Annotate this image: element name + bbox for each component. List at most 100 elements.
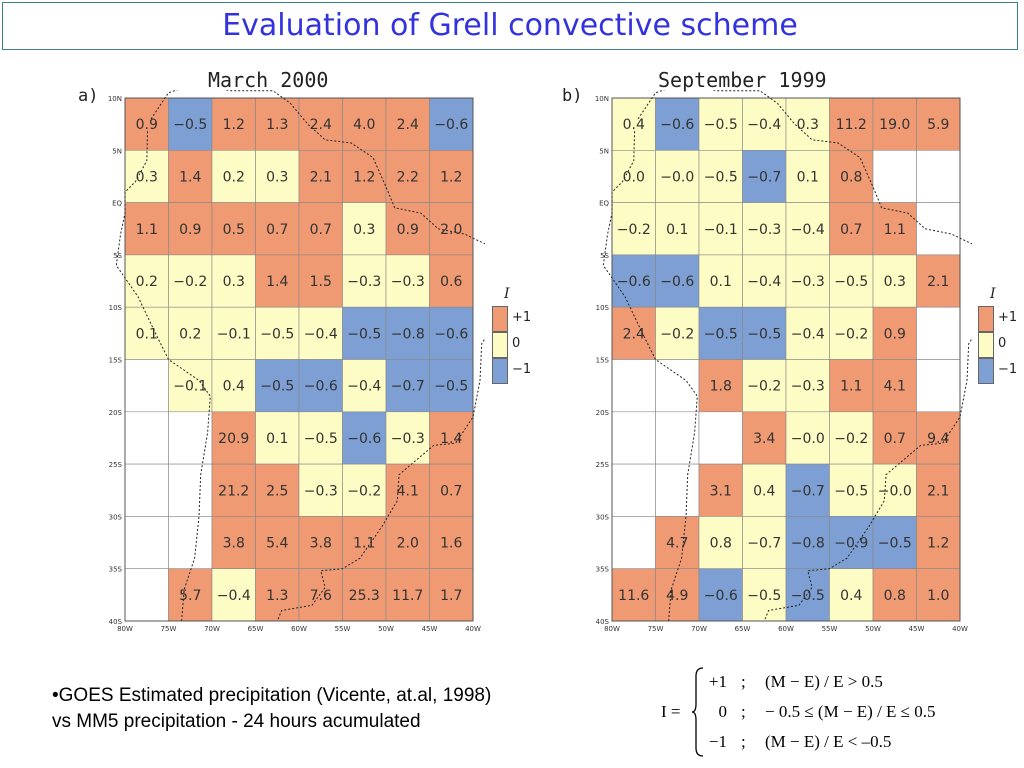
cell-value: 1.4 (266, 274, 288, 290)
heatmap-cell (872, 411, 917, 465)
heatmap-cell (255, 568, 300, 622)
cell-value: −0.6 (704, 588, 738, 604)
legend-a: I +1 0 −1 (480, 286, 540, 386)
cell-value: 1.0 (927, 588, 949, 604)
heatmap-cell (124, 254, 169, 308)
cell-value: −0.6 (660, 274, 694, 290)
map-frame (124, 97, 474, 622)
cell-value: −0.5 (304, 431, 338, 447)
cell-value: −0.5 (747, 326, 781, 342)
cell-value: 1.4 (440, 431, 462, 447)
heatmap-cell (211, 306, 256, 360)
heatmap-cell (872, 254, 917, 308)
legend-title: I (504, 286, 510, 302)
cell-value: 0.6 (440, 274, 462, 290)
panel-b-title: September 1999 (658, 68, 827, 92)
heatmap-march-2000: 0.9 −0.5 1.2 1.3 2.4 4.0 2.4 −0.6 0.3 1.4 0.2 0.3 2.… (108, 90, 485, 633)
cell-value: −0.2 (660, 326, 694, 342)
cell-value: 2.0 (397, 536, 419, 552)
y-tick-label: 5S (600, 252, 609, 260)
legend-label: 0 (998, 336, 1007, 351)
y-tick-label: 35S (109, 566, 123, 574)
cell-value: 0.3 (136, 169, 158, 185)
legend-label: 0 (512, 336, 521, 351)
heatmap-cell (211, 516, 256, 569)
heatmap-cell (211, 149, 256, 203)
cell-value: −0.4 (747, 274, 781, 290)
cell-value: −0.2 (747, 379, 781, 395)
x-tick-label: 70W (691, 625, 707, 633)
heatmap-cell (168, 411, 213, 465)
heatmap-cell (916, 359, 961, 413)
heatmap-cell (168, 202, 213, 256)
cell-value: 1.1 (136, 222, 158, 238)
heatmap-cell (742, 254, 787, 308)
cell-value: −0.7 (747, 169, 781, 185)
caption-line-2: vs MM5 precipitation - 24 hours acumulat… (52, 711, 421, 732)
cell-value: −0.5 (434, 379, 468, 395)
x-tick-label: 80W (604, 625, 620, 633)
cell-value: −0.3 (747, 222, 781, 238)
cell-value: 2.4 (397, 117, 419, 133)
heatmap-cell (785, 254, 830, 308)
cell-value: 4.0 (353, 117, 375, 133)
panel-a-letter: a) (78, 86, 99, 106)
heatmap-cell (211, 359, 256, 413)
title-box: Evaluation of Grell convective scheme (2, 2, 1018, 50)
cell-value: 0.8 (840, 169, 862, 185)
legend-swatch (492, 358, 508, 384)
legend-label: +1 (998, 310, 1018, 325)
case-2-cond: − 0.5 ≤ (M − E) / E ≤ 0.5 (765, 702, 936, 721)
cell-value: 0.3 (884, 274, 906, 290)
heatmap-cell (698, 97, 743, 151)
cell-value: 2.5 (266, 483, 288, 499)
y-tick-label: 20S (596, 409, 610, 417)
heatmap-cell (342, 202, 387, 256)
y-tick-label: 10S (596, 304, 610, 312)
cell-value: 0.2 (179, 326, 201, 342)
cell-value: 0.4 (753, 483, 775, 499)
cell-value: 7.6 (310, 588, 332, 604)
heatmap-cell (742, 97, 787, 151)
x-tick-label: 50W (865, 625, 881, 633)
heatmap-cell (829, 359, 874, 413)
y-tick-label: 10N (595, 95, 609, 103)
heatmap-cell (872, 149, 917, 203)
cell-value: −0.4 (217, 588, 251, 604)
cell-value: 0.4 (623, 117, 645, 133)
heatmap-cell (298, 411, 343, 465)
heatmap-cell (211, 411, 256, 465)
cell-value: 0.9 (397, 222, 419, 238)
y-tick-label: 5S (113, 252, 122, 260)
cell-value: −0.4 (791, 326, 825, 342)
cell-value: 3.1 (710, 483, 732, 499)
x-tick-label: 65W (735, 625, 751, 633)
cell-value: 1.2 (223, 117, 245, 133)
heatmap-cell (611, 463, 656, 517)
heatmap-cell (785, 306, 830, 360)
cell-value: 3.8 (223, 536, 245, 552)
case-3-cond: (M − E) / E < –0.5 (765, 732, 892, 751)
cell-value: −0.2 (834, 326, 868, 342)
cell-value: 0.8 (710, 536, 732, 552)
y-tick-label: 5N (599, 147, 609, 155)
x-tick-label: 50W (378, 625, 394, 633)
y-tick-label: 25S (109, 461, 123, 469)
x-tick-label: 65W (248, 625, 264, 633)
cell-value: −0.3 (791, 274, 825, 290)
heatmap-cell (916, 516, 961, 569)
heatmap-cell (916, 306, 961, 360)
x-tick-label: 55W (335, 625, 351, 633)
heatmap-cell (655, 568, 700, 622)
cell-value: 1.2 (927, 536, 949, 552)
cell-value: 0.7 (266, 222, 288, 238)
cell-value: 4.9 (666, 588, 688, 604)
cell-value: 0.7 (310, 222, 332, 238)
heatmap-cell (785, 359, 830, 413)
cell-value: −0.0 (791, 431, 825, 447)
heatmap-cell (255, 516, 300, 569)
heatmap-cell (385, 254, 430, 308)
cell-value: −0.3 (391, 431, 425, 447)
cell-value: 0.3 (797, 117, 819, 133)
heatmap-cell (698, 149, 743, 203)
